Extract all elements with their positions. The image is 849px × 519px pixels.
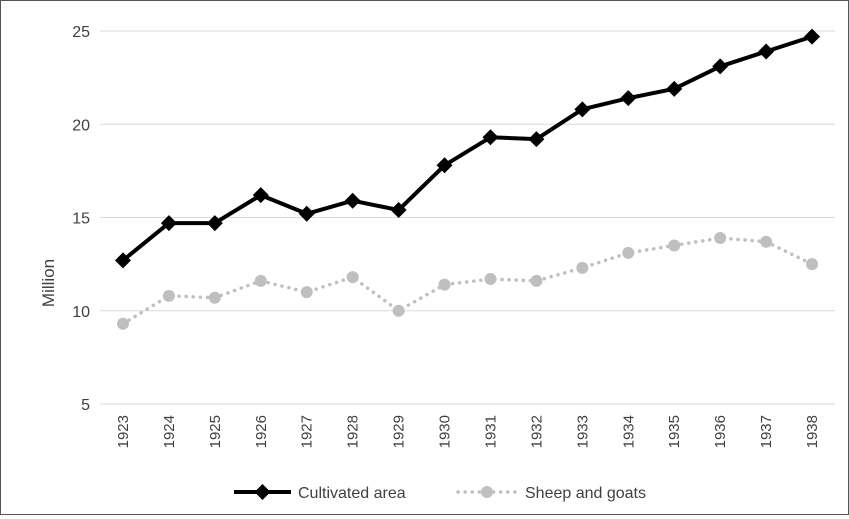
- legend-marker: [254, 484, 271, 500]
- diamond-marker: [298, 205, 315, 222]
- y-tick-label: 20: [72, 117, 90, 134]
- x-tick-label: 1938: [804, 415, 821, 448]
- y-tick-label: 5: [81, 397, 90, 414]
- circle-marker: [162, 289, 175, 302]
- gridlines: [100, 30, 835, 405]
- diamond-marker: [804, 28, 821, 45]
- x-tick-label: 1926: [253, 415, 270, 448]
- legend-item: Cultivated area: [234, 484, 406, 502]
- legend-marker: [481, 486, 493, 498]
- circle-marker: [714, 232, 727, 245]
- x-tick-label: 1932: [528, 415, 545, 448]
- y-tick-label: 10: [72, 304, 90, 321]
- legend-item: Sheep and goats: [456, 485, 646, 502]
- diamond-marker: [620, 90, 637, 107]
- legend-label: Cultivated area: [298, 485, 406, 502]
- diamond-marker: [390, 202, 407, 219]
- diamond-marker: [758, 43, 775, 60]
- circle-marker: [668, 239, 681, 252]
- diamond-marker: [666, 80, 683, 97]
- diamond-marker: [160, 215, 177, 232]
- legend: Cultivated area Sheep and goats: [234, 484, 646, 502]
- circle-marker: [438, 278, 451, 291]
- series-sheep-and-goats: [116, 232, 819, 330]
- x-tick-label: 1936: [712, 415, 729, 448]
- x-tick-label: 1928: [345, 415, 362, 448]
- x-tick-label: 1927: [299, 415, 316, 448]
- circle-marker: [760, 235, 773, 248]
- circle-marker: [116, 317, 129, 330]
- circle-marker: [300, 286, 313, 299]
- x-tick-label: 1931: [482, 415, 499, 448]
- y-tick-label: 25: [72, 24, 90, 41]
- diamond-marker: [528, 131, 545, 148]
- circle-marker: [346, 271, 359, 284]
- diamond-marker: [344, 192, 361, 209]
- circle-marker: [392, 304, 405, 317]
- circle-marker: [576, 261, 589, 274]
- diamond-marker: [574, 101, 591, 118]
- circle-marker: [622, 246, 635, 259]
- series-line: [121, 236, 814, 326]
- x-tick-label: 1937: [758, 415, 775, 448]
- circle-marker: [484, 273, 497, 286]
- circle-marker: [208, 291, 221, 304]
- legend-label: Sheep and goats: [525, 485, 646, 502]
- x-tick-label: 1933: [574, 415, 591, 448]
- y-tick-label: 15: [72, 211, 90, 228]
- x-tick-labels: 1923 1924 1925 1926 1927 1928 1929 1930 1931 1932…: [115, 415, 821, 448]
- x-tick-label: 1923: [115, 415, 132, 448]
- y-tick-labels: 5 10 15 20 25: [72, 24, 90, 414]
- x-tick-label: 1935: [666, 415, 683, 448]
- diamond-marker: [252, 187, 269, 204]
- circle-marker: [806, 258, 819, 271]
- x-tick-label: 1924: [161, 415, 178, 448]
- circle-marker: [254, 274, 267, 287]
- y-axis-label: Million: [39, 259, 58, 307]
- x-tick-label: 1929: [391, 415, 408, 448]
- x-tick-label: 1930: [437, 415, 454, 448]
- x-tick-label: 1934: [620, 415, 637, 448]
- series-line: [121, 34, 813, 262]
- series-cultivated-area: [114, 28, 821, 269]
- diamond-marker: [436, 157, 453, 174]
- diamond-marker: [206, 215, 223, 232]
- diamond-marker: [712, 58, 729, 75]
- circle-marker: [530, 274, 543, 287]
- diamond-marker: [482, 129, 499, 146]
- x-tick-label: 1925: [207, 415, 224, 448]
- series-group: [114, 28, 821, 330]
